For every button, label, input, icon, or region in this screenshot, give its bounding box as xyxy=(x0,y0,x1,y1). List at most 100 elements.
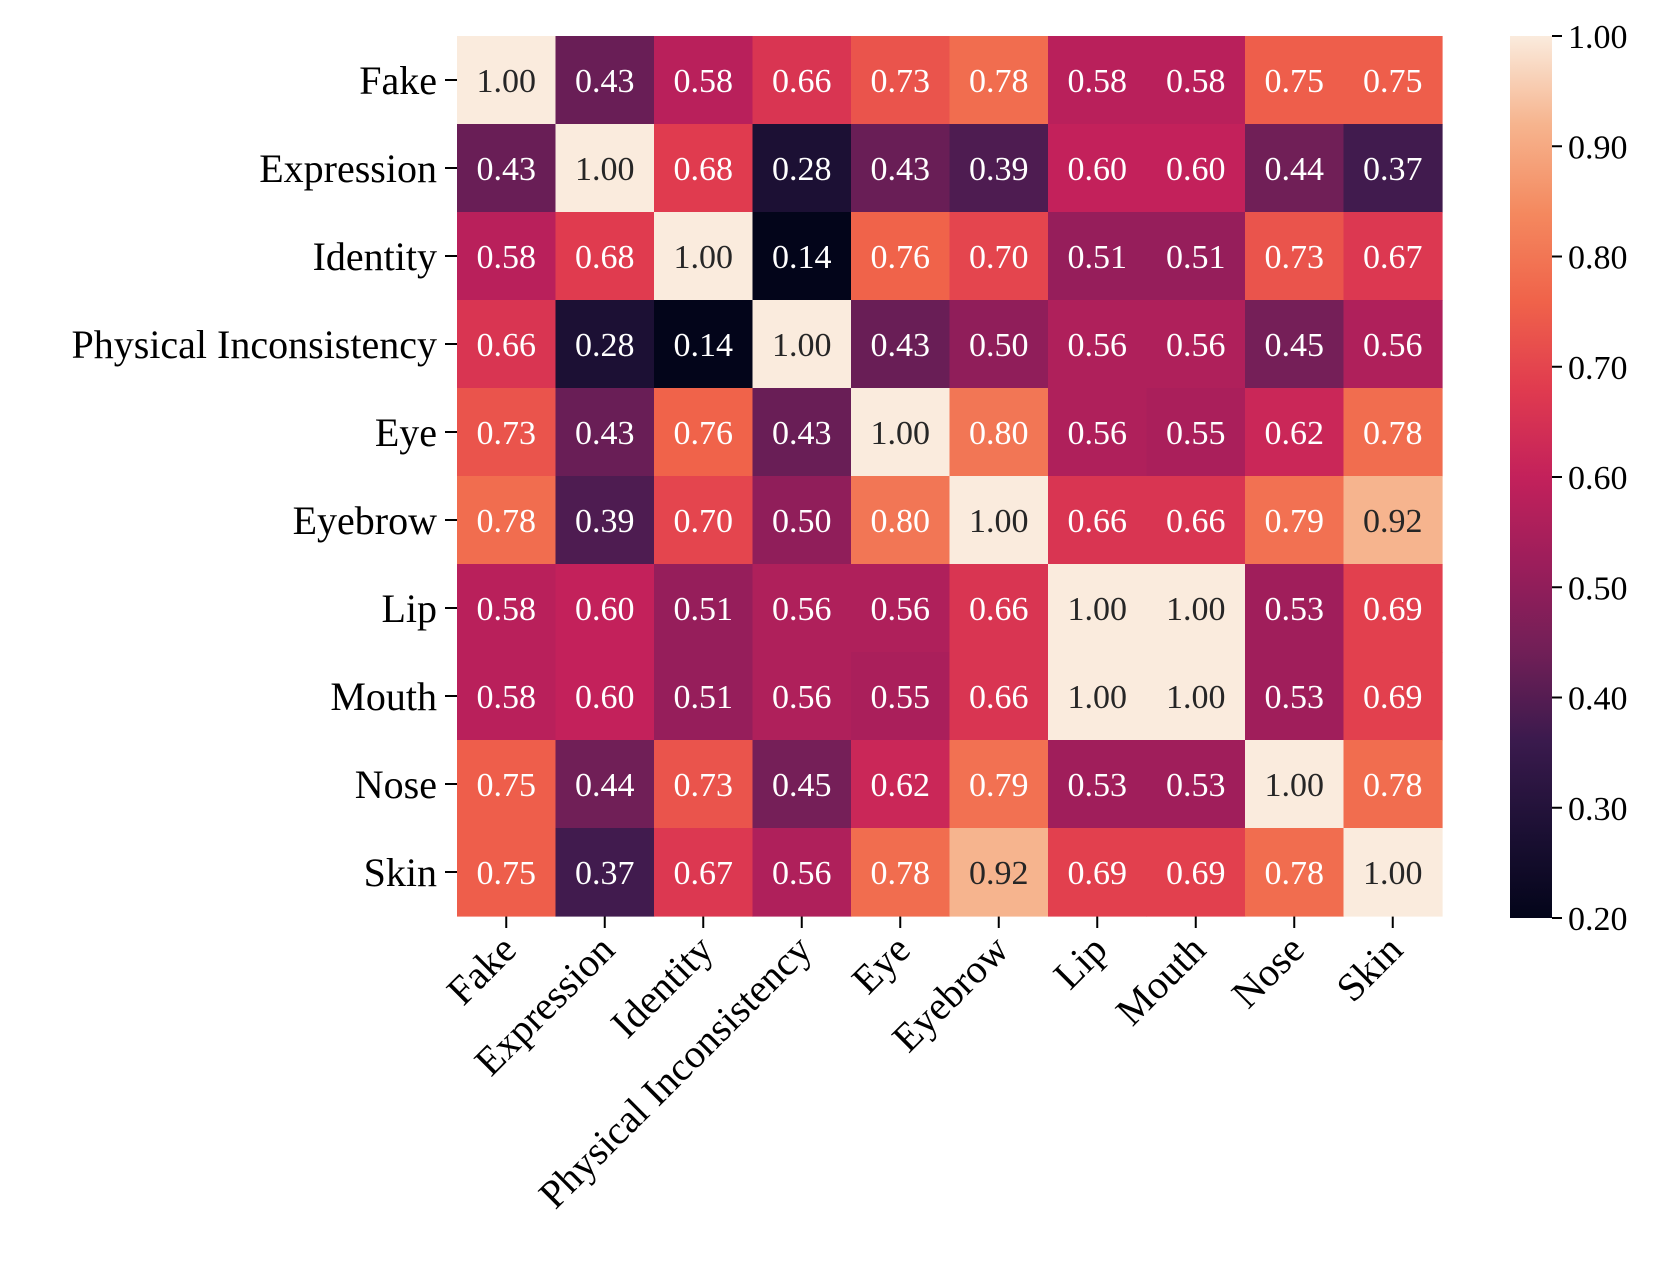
heatmap-cells: 1.00 0.43 0.58 0.66 0.73 0.78 0.58 0.58 0.75 0.75… xyxy=(457,36,1443,917)
cell-identity-eye xyxy=(851,212,951,301)
cell-expression-eyebrow xyxy=(949,124,1049,213)
cell-value-label: 0.37 xyxy=(575,855,635,892)
cell-value-label: 0.51 xyxy=(674,679,734,716)
cell-expression-nose xyxy=(1245,124,1345,213)
cell-eyebrow-identity xyxy=(654,476,754,565)
cell-value-label: 1.00 xyxy=(1166,679,1226,716)
cell-mouth-eyebrow xyxy=(949,652,1049,741)
cell-expression-identity xyxy=(654,124,754,213)
cell-nose-identity xyxy=(654,740,754,829)
cell-fake-eye xyxy=(851,36,951,125)
cell-physical-inconsistency-lip xyxy=(1048,300,1148,389)
cell-value-label: 0.73 xyxy=(871,63,931,100)
cell-nose-eyebrow xyxy=(949,740,1049,829)
cell-mouth-identity xyxy=(654,652,754,741)
cell-eye-nose xyxy=(1245,388,1345,477)
colorbar-bar xyxy=(1510,36,1552,918)
cell-identity-skin xyxy=(1343,212,1443,301)
cell-value-label: 0.37 xyxy=(1363,151,1423,188)
cell-value-label: 0.45 xyxy=(1265,327,1325,364)
cell-nose-expression xyxy=(555,740,655,829)
cell-nose-eye xyxy=(851,740,951,829)
cell-value-label: 0.58 xyxy=(1068,63,1128,100)
cell-value-label: 0.73 xyxy=(477,415,537,452)
cell-physical-inconsistency-eyebrow xyxy=(949,300,1049,389)
cell-physical-inconsistency-eye xyxy=(851,300,951,389)
cell-mouth-eye xyxy=(851,652,951,741)
cell-lip-skin xyxy=(1343,564,1443,653)
cell-nose-lip xyxy=(1048,740,1148,829)
cell-lip-fake xyxy=(457,564,557,653)
cell-eyebrow-physical-inconsistency xyxy=(752,476,852,565)
cell-value-label: 0.53 xyxy=(1265,679,1325,716)
cell-nose-nose xyxy=(1245,740,1345,829)
cell-mouth-fake xyxy=(457,652,557,741)
cell-skin-skin xyxy=(1343,828,1443,917)
cell-value-label: 0.56 xyxy=(1166,327,1226,364)
cell-value-label: 1.00 xyxy=(969,503,1029,540)
cell-value-label: 0.75 xyxy=(1265,63,1325,100)
cell-value-label: 0.50 xyxy=(772,503,832,540)
cell-mouth-skin xyxy=(1343,652,1443,741)
cell-value-label: 0.75 xyxy=(477,767,537,804)
cell-value-label: 0.70 xyxy=(969,239,1029,276)
cell-eyebrow-eyebrow xyxy=(949,476,1049,565)
cell-fake-identity xyxy=(654,36,754,125)
cell-value-label: 0.66 xyxy=(969,591,1029,628)
colorbar: 1.00 0.90 0.80 0.70 0.60 0.50 0.40 0.30 0.20 xyxy=(1510,19,1628,938)
colorbar-tick-label: 1.00 xyxy=(1568,19,1628,56)
cell-value-label: 0.43 xyxy=(575,63,635,100)
cell-value-label: 0.69 xyxy=(1363,679,1423,716)
cell-value-label: 1.00 xyxy=(1363,855,1423,892)
x-tick-label-skin: Skin xyxy=(1327,927,1411,1011)
cell-value-label: 0.73 xyxy=(1265,239,1325,276)
cell-value-label: 0.14 xyxy=(674,327,734,364)
cell-value-label: 0.58 xyxy=(1166,63,1226,100)
cell-nose-mouth xyxy=(1146,740,1246,829)
cell-lip-eye xyxy=(851,564,951,653)
colorbar-tick-label: 0.40 xyxy=(1568,681,1628,718)
cell-identity-eyebrow xyxy=(949,212,1049,301)
cell-value-label: 0.92 xyxy=(1363,503,1423,540)
cell-value-label: 0.78 xyxy=(1363,767,1423,804)
cell-value-label: 0.80 xyxy=(871,503,931,540)
cell-value-label: 0.66 xyxy=(477,327,537,364)
cell-value-label: 0.53 xyxy=(1166,767,1226,804)
cell-value-label: 0.78 xyxy=(1363,415,1423,452)
y-tick-label-identity: Identity xyxy=(313,234,437,279)
cell-fake-expression xyxy=(555,36,655,125)
cell-value-label: 0.60 xyxy=(1166,151,1226,188)
cell-value-label: 0.44 xyxy=(575,767,635,804)
cell-eye-eyebrow xyxy=(949,388,1049,477)
cell-expression-skin xyxy=(1343,124,1443,213)
cell-eyebrow-mouth xyxy=(1146,476,1246,565)
y-tick-label-lip: Lip xyxy=(381,586,437,631)
cell-value-label: 1.00 xyxy=(1068,591,1128,628)
cell-eye-physical-inconsistency xyxy=(752,388,852,477)
cell-identity-identity xyxy=(654,212,754,301)
cell-value-label: 0.58 xyxy=(477,239,537,276)
cell-lip-physical-inconsistency xyxy=(752,564,852,653)
cell-value-label: 0.14 xyxy=(772,239,832,276)
cell-value-label: 0.92 xyxy=(969,855,1029,892)
cell-eye-eye xyxy=(851,388,951,477)
cell-eye-lip xyxy=(1048,388,1148,477)
colorbar-tick-label: 0.30 xyxy=(1568,791,1628,828)
colorbar-tick-label: 0.90 xyxy=(1568,129,1628,166)
cell-mouth-mouth xyxy=(1146,652,1246,741)
colorbar-ticks: 1.00 0.90 0.80 0.70 0.60 0.50 0.40 0.30 0.20 xyxy=(1552,19,1628,938)
cell-value-label: 0.56 xyxy=(1363,327,1423,364)
cell-value-label: 0.79 xyxy=(969,767,1029,804)
cell-eyebrow-skin xyxy=(1343,476,1443,565)
cell-value-label: 0.66 xyxy=(1166,503,1226,540)
cell-value-label: 0.55 xyxy=(871,679,931,716)
cell-eye-mouth xyxy=(1146,388,1246,477)
cell-skin-identity xyxy=(654,828,754,917)
cell-value-label: 0.62 xyxy=(871,767,931,804)
cell-value-label: 1.00 xyxy=(871,415,931,452)
cell-value-label: 0.73 xyxy=(674,767,734,804)
cell-fake-eyebrow xyxy=(949,36,1049,125)
cell-value-label: 0.51 xyxy=(1166,239,1226,276)
cell-value-label: 0.51 xyxy=(674,591,734,628)
